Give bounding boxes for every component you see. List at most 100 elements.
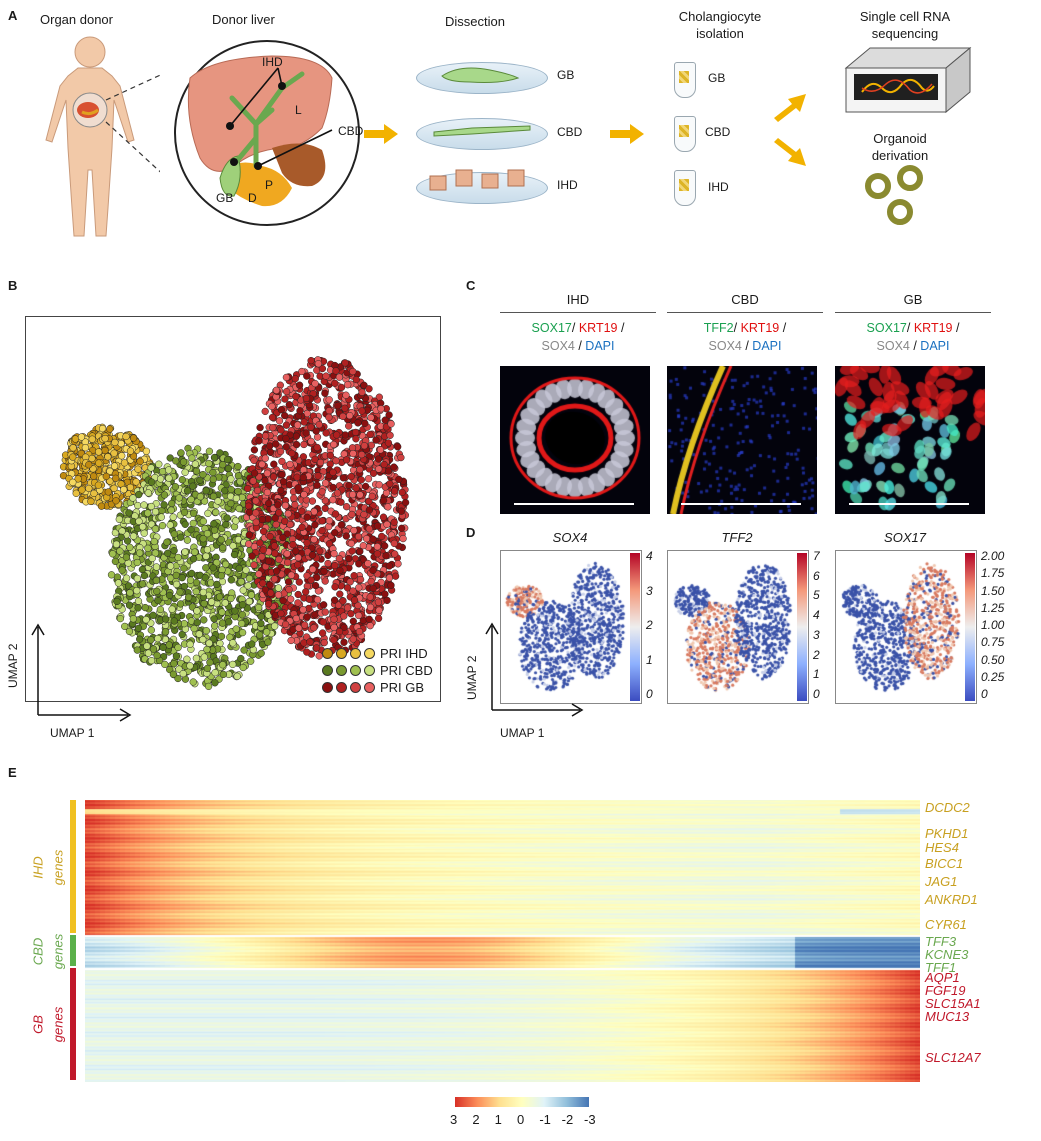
micrograph-canvas: [500, 366, 650, 514]
feature-colorbar: [965, 553, 975, 701]
scale-bar: [681, 503, 801, 505]
colorbar-tick: 6: [813, 568, 820, 583]
gene-label: FGF19: [925, 983, 966, 998]
gene-group-label: genes: [50, 849, 66, 885]
legend-item: PRI GB: [322, 679, 433, 696]
stain-marker: /: [741, 339, 753, 353]
heatmap-colorbar-tick: 2: [472, 1112, 480, 1127]
stain-marker: KRT19: [578, 321, 618, 335]
micrograph-canvas: [835, 366, 985, 514]
sequencer-icon: [844, 46, 972, 114]
arrow-down-icon: [774, 138, 806, 166]
stain-legend: SOX4 / DAPI: [835, 338, 991, 355]
arrow-icon: [364, 124, 398, 144]
micrograph-canvas: [667, 366, 817, 514]
micrograph-image: [667, 366, 817, 514]
organoid-label-2: derivation: [871, 148, 929, 163]
feature-plot-canvas: [668, 551, 796, 701]
legend-swatch: [350, 682, 361, 693]
feature-plot: [835, 550, 977, 704]
organ-donor-label: Organ donor: [40, 12, 113, 27]
gene-group-label: IHD: [30, 855, 46, 879]
colorbar-tick: 1.25: [981, 600, 1005, 615]
gene-label: AQP1: [925, 970, 960, 985]
tube-label: IHD: [708, 180, 729, 194]
tube-gb: [674, 62, 696, 98]
feature-plot-title: SOX4: [552, 530, 588, 545]
umap-axes-b: [31, 623, 132, 722]
organoid-icon: [865, 165, 923, 225]
stain-marker: /: [574, 339, 586, 353]
legend-swatch: [322, 648, 333, 659]
scale-bar: [514, 503, 634, 505]
gene-label: BICC1: [925, 856, 964, 871]
heatmap-colorbar: [455, 1097, 589, 1107]
cholangiocyte-label-2: isolation: [696, 26, 744, 41]
feature-plot-canvas: [836, 551, 964, 701]
stain-marker: /: [779, 321, 787, 335]
gene-label: PKHD1: [925, 826, 969, 841]
gene-label: HES4: [925, 840, 959, 855]
micrograph-title: CBD: [731, 292, 759, 307]
feature-plot: [500, 550, 642, 704]
stain-legend: SOX4 / DAPI: [500, 338, 656, 355]
legend-label: PRI GB: [380, 680, 425, 695]
panel-label-b: B: [8, 278, 18, 293]
gene-label: CYR61: [925, 917, 967, 932]
liver-illustration: [174, 40, 360, 226]
colorbar-tick: 0: [813, 687, 820, 701]
scrnaseq-label-1: Single cell RNA: [859, 9, 951, 24]
donor-liver-label: Donor liver: [212, 12, 275, 27]
liver-label-gb: GB: [216, 191, 234, 205]
liver-label-d: D: [248, 191, 257, 205]
legend-swatch: [364, 665, 375, 676]
legend-swatch: [350, 665, 361, 676]
gene-label: SLC15A1: [925, 996, 981, 1011]
stain-legend: SOX17/ KRT19 /: [500, 320, 656, 337]
stain-marker: SOX4: [876, 339, 910, 353]
colorbar-tick: 0: [981, 687, 988, 701]
tube-ihd: [674, 170, 696, 206]
gene-label: DCDC2: [925, 800, 970, 815]
legend-item: PRI CBD: [322, 662, 433, 679]
gene-group-label: genes: [50, 933, 66, 969]
human-body-illustration: [45, 36, 160, 237]
cholangiocyte-label-1: Cholangiocyte: [678, 9, 762, 24]
feature-colorbar: [630, 553, 640, 701]
scrnaseq-label-2: sequencing: [871, 26, 939, 41]
ihd-tissue-icon: [429, 169, 525, 191]
feature-plot: [667, 550, 809, 704]
stain-marker: SOX17: [866, 321, 907, 335]
tube-cbd: [674, 116, 696, 152]
legend-label: PRI IHD: [380, 646, 428, 661]
gene-group-bar: [70, 935, 76, 966]
micrograph-image: [835, 366, 985, 514]
heatmap-colorbar-tick: -3: [584, 1112, 596, 1127]
gene-group-label: GB: [30, 1015, 46, 1034]
colorbar-tick: 2.00: [981, 549, 1005, 563]
gene-group-label: genes: [50, 1006, 66, 1043]
stain-marker: /: [617, 321, 625, 335]
micrograph-image: [500, 366, 650, 514]
colorbar-tick: 0.50: [981, 652, 1005, 667]
heatmap-colorbar-tick: -2: [561, 1112, 574, 1127]
colorbar-tick: 1: [646, 652, 653, 667]
heatmap-colorbar-tick: -1: [539, 1112, 551, 1127]
panel-label-a: A: [8, 8, 18, 23]
dish-label: GB: [557, 68, 575, 82]
stain-marker: /: [733, 321, 741, 335]
panel-label-c: C: [466, 278, 476, 293]
legend-swatch: [350, 648, 361, 659]
gb-tissue-icon: [441, 67, 520, 83]
legend-swatch: [336, 648, 347, 659]
panel-label-d: D: [466, 525, 476, 540]
colorbar-tick: 4: [646, 549, 653, 563]
stain-marker: KRT19: [913, 321, 953, 335]
liver-label-cbd: CBD: [338, 124, 364, 138]
legend-swatch: [322, 682, 333, 693]
stain-marker: /: [571, 321, 579, 335]
column-rule: [500, 312, 656, 313]
gene-group-bar: [70, 800, 76, 933]
liver-label-p: P: [265, 178, 274, 192]
feature-plot-title: TFF2: [721, 530, 753, 545]
